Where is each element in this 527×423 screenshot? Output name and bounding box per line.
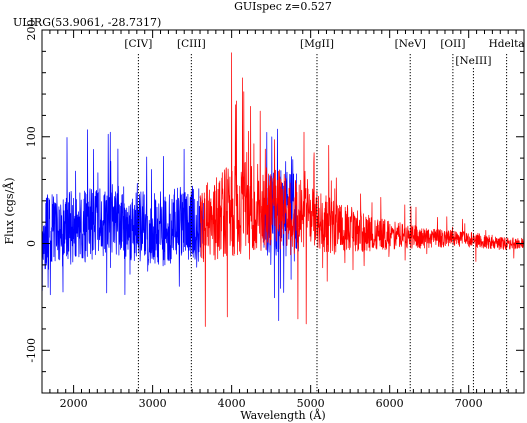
emission-line-label: [MgII] bbox=[300, 38, 334, 50]
spectrum-series-2-0 bbox=[199, 52, 525, 327]
y-tick-label: 0 bbox=[25, 240, 38, 247]
x-axis-title: Wavelength (Å) bbox=[240, 408, 325, 422]
x-tick-label: 7000 bbox=[455, 397, 483, 410]
x-tick-label: 2000 bbox=[60, 397, 88, 410]
y-tick-label: -100 bbox=[25, 338, 38, 363]
y-tick-label: 100 bbox=[25, 126, 38, 147]
y-axis-title: Flux (cgs/Å) bbox=[2, 177, 16, 244]
emission-line-label: [NeV] bbox=[395, 38, 426, 50]
y-axis-ticks: -100 0 100 200 bbox=[25, 20, 524, 394]
emission-line-label: Hdelta bbox=[489, 38, 525, 50]
x-tick-label: 5000 bbox=[297, 397, 325, 410]
emission-line-label: [OII] bbox=[440, 38, 465, 50]
emission-line-label: [NeIII] bbox=[455, 55, 491, 67]
x-axis-ticks: 2000 3000 4000 5000 6000 7000 bbox=[41, 30, 525, 410]
plot-frame bbox=[41, 29, 525, 394]
y-tick-label: 200 bbox=[25, 20, 38, 41]
x-tick-label: 4000 bbox=[218, 397, 246, 410]
emission-line-markers: [CIV] [CIII] [MgII] [NeV] [OII] [NeIII] Hdelta bbox=[124, 38, 525, 393]
spectrum-series-0-0 bbox=[41, 129, 205, 296]
emission-line-label: [CIV] bbox=[124, 38, 152, 50]
x-tick-label: 6000 bbox=[376, 397, 404, 410]
x-tick-label: 3000 bbox=[139, 397, 167, 410]
plot-title: GUIspec z=0.527 bbox=[234, 0, 332, 13]
spectrum-traces bbox=[41, 52, 525, 327]
emission-line-label: [CIII] bbox=[177, 38, 206, 50]
object-label: ULIRG(53.9061, -28.7317) bbox=[13, 16, 161, 29]
